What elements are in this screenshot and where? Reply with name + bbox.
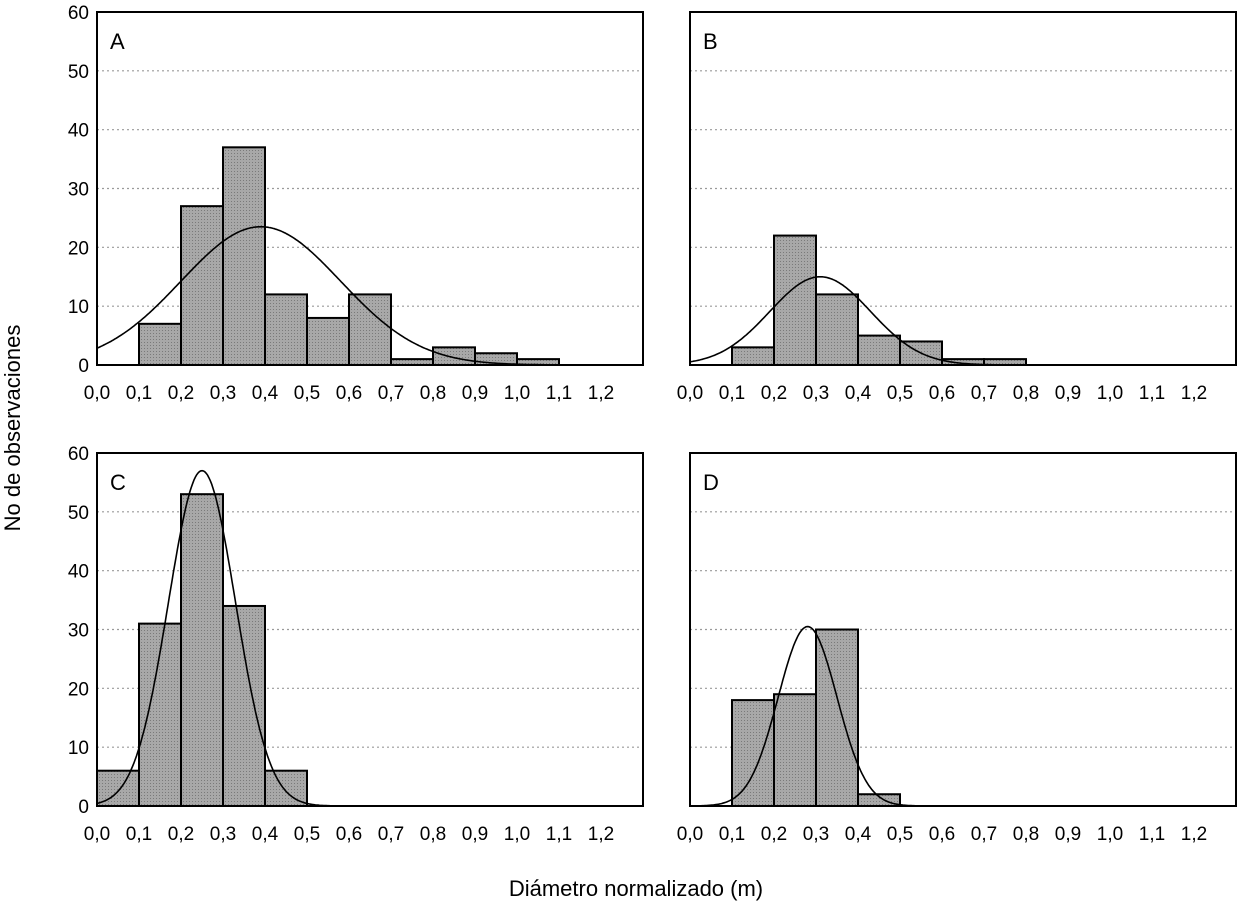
- y-tick-label: 30: [68, 621, 89, 642]
- x-tick-label: 0,1: [719, 824, 745, 845]
- y-tick-label: 0: [78, 797, 89, 818]
- x-tick-label: 0,5: [887, 824, 913, 845]
- y-tick-label: 40: [68, 121, 89, 142]
- x-tick-label: 0,5: [887, 383, 913, 404]
- histogram-bar: [348, 293, 392, 366]
- y-tick-label: 30: [68, 180, 89, 201]
- plot-frame: [689, 11, 1237, 366]
- x-tick-label: 0,1: [719, 383, 745, 404]
- panel-d: 0,0 0,1 0,2 0,3 0,4 0,5 0,6 0,7 0,8 0,9 1,0 1,1 1,2 D: [677, 452, 1237, 845]
- panels: 0 10 20 30 40 50 60 0,0 0,1 0,2 0,3 0,4 0,5 0,6 0,7 0,8…: [68, 3, 1237, 845]
- x-tick-label: 0,0: [84, 824, 110, 845]
- x-tick-label: 0,4: [252, 824, 279, 845]
- histogram-bar: [222, 146, 266, 366]
- x-tick-label: 1,2: [1181, 383, 1207, 404]
- histogram-bar: [180, 493, 224, 807]
- x-tick-label: 1,0: [1097, 824, 1123, 845]
- x-tick-label: 0,0: [677, 824, 703, 845]
- x-tick-label: 0,0: [677, 383, 703, 404]
- plot-frame: [96, 11, 644, 366]
- x-tick-label: 0,4: [845, 383, 872, 404]
- x-tick-label: 0,5: [294, 824, 320, 845]
- x-tick-label: 0,4: [252, 383, 279, 404]
- x-tick-label: 1,0: [1097, 383, 1123, 404]
- x-tick-label: 0,3: [803, 824, 829, 845]
- panel-letter: B: [703, 29, 718, 54]
- x-tick-label: 0,7: [378, 383, 404, 404]
- x-tick-label: 1,2: [1181, 824, 1207, 845]
- x-tick-label: 1,0: [504, 824, 530, 845]
- y-axis-title: No de observaciones: [0, 325, 25, 532]
- y-tick-label: 60: [68, 3, 89, 24]
- x-tick-label: 0,2: [168, 383, 194, 404]
- y-tick-label: 50: [68, 62, 89, 83]
- x-tick-label: 0,4: [845, 824, 872, 845]
- x-tick-label: 0,8: [1013, 824, 1039, 845]
- y-tick-label: 0: [78, 356, 89, 377]
- x-tick-label: 1,0: [504, 383, 530, 404]
- x-tick-label: 0,5: [294, 383, 320, 404]
- x-tick-label: 0,7: [971, 824, 997, 845]
- x-tick-label: 0,8: [1013, 383, 1039, 404]
- histogram-bar: [815, 293, 859, 366]
- x-tick-label: 0,1: [126, 824, 152, 845]
- x-tick-label: 0,9: [1055, 824, 1081, 845]
- histogram-bar: [432, 346, 476, 367]
- histogram-bar: [857, 334, 901, 367]
- panel-a: 0 10 20 30 40 50 60 0,0 0,1 0,2 0,3 0,4 0,5 0,6 0,7 0,8…: [68, 3, 644, 404]
- x-tick-label: 0,6: [336, 824, 362, 845]
- histogram-bar: [138, 322, 182, 367]
- x-tick-label: 1,1: [1139, 383, 1165, 404]
- x-tick-label: 0,9: [1055, 383, 1081, 404]
- x-tick-label: 0,2: [761, 383, 787, 404]
- y-tick-label: 20: [68, 679, 89, 700]
- panel-letter: D: [703, 470, 719, 495]
- y-tick-label: 10: [68, 738, 89, 759]
- histogram-bar: [815, 628, 859, 807]
- x-axis-title: Diámetro normalizado (m): [509, 876, 763, 901]
- x-tick-label: 0,9: [462, 383, 488, 404]
- histogram-bar: [264, 293, 308, 366]
- x-tick-label: 0,3: [803, 383, 829, 404]
- x-tick-label: 1,2: [588, 383, 614, 404]
- x-tick-label: 0,8: [420, 383, 446, 404]
- histogram-bar: [773, 693, 817, 808]
- plot-frame: [689, 452, 1237, 807]
- y-tick-label: 40: [68, 562, 89, 583]
- histogram-bar: [180, 205, 224, 366]
- x-tick-label: 0,6: [929, 824, 955, 845]
- x-tick-label: 1,1: [546, 824, 572, 845]
- x-tick-label: 1,1: [1139, 824, 1165, 845]
- panel-letter: A: [110, 29, 125, 54]
- x-tick-label: 0,3: [210, 383, 236, 404]
- x-tick-label: 0,8: [420, 824, 446, 845]
- x-tick-label: 0,7: [378, 824, 404, 845]
- x-tick-label: 0,1: [126, 383, 152, 404]
- histogram-bar: [731, 699, 775, 807]
- panel-b: 0,0 0,1 0,2 0,3 0,4 0,5 0,6 0,7 0,8 0,9 1,0 1,1 1,2 B: [677, 11, 1237, 404]
- x-tick-label: 0,7: [971, 383, 997, 404]
- x-tick-label: 1,1: [546, 383, 572, 404]
- y-tick-label: 20: [68, 238, 89, 259]
- histogram-bar: [731, 346, 775, 367]
- x-tick-label: 0,9: [462, 824, 488, 845]
- panel-c: 0 10 20 30 40 50 60 0,0 0,1 0,2 0,3 0,4 0,5 0,6 0,7 0,8…: [68, 444, 644, 845]
- y-tick-label: 10: [68, 297, 89, 318]
- x-tick-label: 0,2: [761, 824, 787, 845]
- y-tick-label: 60: [68, 444, 89, 465]
- histogram-bar: [306, 316, 350, 366]
- y-tick-label: 50: [68, 503, 89, 524]
- x-tick-label: 0,0: [84, 383, 110, 404]
- x-tick-label: 0,6: [336, 383, 362, 404]
- panel-letter: C: [110, 470, 126, 495]
- plot-frame: [96, 452, 644, 807]
- x-tick-label: 0,2: [168, 824, 194, 845]
- x-tick-label: 1,2: [588, 824, 614, 845]
- x-tick-label: 0,6: [929, 383, 955, 404]
- histogram-bar: [222, 604, 266, 808]
- x-tick-label: 0,3: [210, 824, 236, 845]
